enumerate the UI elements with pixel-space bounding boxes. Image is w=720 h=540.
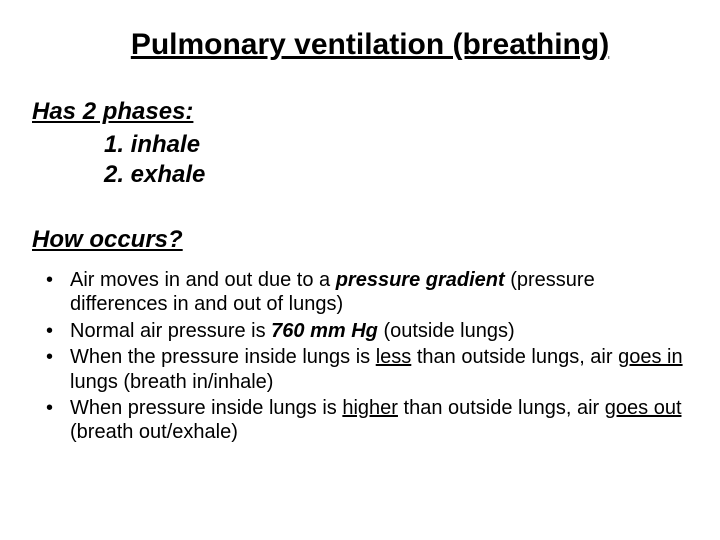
bullet-3: When the pressure inside lungs is less t… [32, 345, 688, 394]
bullet-2: Normal air pressure is 760 mm Hg (outsid… [32, 319, 688, 343]
b2-text-c: (outside lungs) [378, 320, 515, 342]
b4-text-a: When pressure inside lungs is [70, 397, 342, 419]
b4-u1: higher [342, 397, 398, 419]
b4-u2: goes out [605, 397, 682, 419]
b3-text-a: When the pressure inside lungs is [70, 346, 376, 368]
phase-1: 1. inhale [104, 130, 688, 160]
phase-2: 2. exhale [104, 160, 688, 190]
slide-title: Pulmonary ventilation (breathing) [32, 28, 688, 62]
phases-heading: Has 2 phases: [32, 98, 688, 126]
b3-u2: goes in [618, 346, 683, 368]
b4-text-c: than outside lungs, air [398, 397, 605, 419]
bullet-list: Air moves in and out due to a pressure g… [32, 268, 688, 445]
b1-text-a: Air moves in and out due to a [70, 269, 336, 291]
bullet-4: When pressure inside lungs is higher tha… [32, 396, 688, 445]
b3-text-c: than outside lungs, air [411, 346, 618, 368]
b3-text-e: lungs (breath in/inhale) [70, 371, 273, 393]
b1-emph: pressure gradient [336, 269, 505, 291]
b2-text-a: Normal air pressure is [70, 320, 271, 342]
bullet-1: Air moves in and out due to a pressure g… [32, 268, 688, 317]
b4-text-e: (breath out/exhale) [70, 421, 238, 443]
b3-u1: less [376, 346, 412, 368]
b2-emph: 760 mm Hg [271, 320, 378, 342]
how-heading: How occurs? [32, 226, 688, 254]
phases-list: 1. inhale 2. exhale [104, 130, 688, 190]
